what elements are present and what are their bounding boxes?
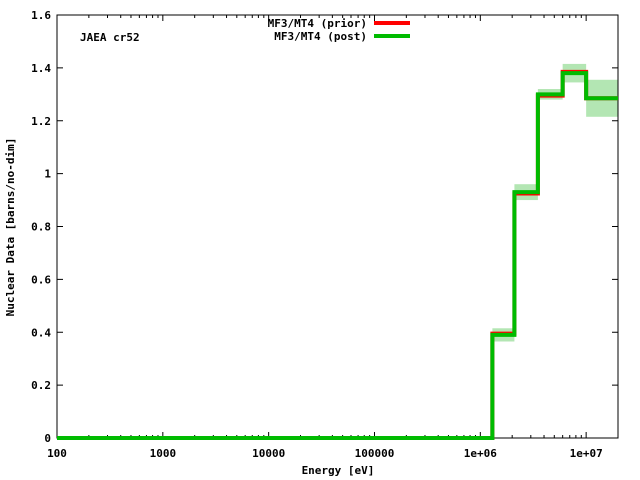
y-tick-label: 1 [44,168,51,181]
x-tick-label: 100 [47,447,67,460]
series-line-prior [57,69,618,440]
y-ticks: 0 0.2 0.4 0.6 0.8 1 1.2 1.4 1.6 [31,9,618,445]
x-tick-label: 1e+06 [464,447,497,460]
legend-label: MF3/MT4 (prior) [268,17,367,30]
y-tick-label: 1.4 [31,62,51,75]
series-lines [57,69,618,440]
x-axis-label: Energy [eV] [302,464,375,477]
y-tick-label: 1.6 [31,9,51,22]
y-tick-label: 0.6 [31,273,51,286]
plot-frame [56,14,619,439]
y-tick-label: 0.8 [31,221,51,234]
series-line-post [57,71,618,440]
x-tick-label: 10000 [252,447,285,460]
y-tick-label: 0.2 [31,379,51,392]
plot-border [56,14,619,439]
uncertainty-bands [492,63,618,342]
legend-label: MF3/MT4 (post) [274,30,367,43]
legend: MF3/MT4 (prior)MF3/MT4 (post) [268,17,410,43]
y-axis-label: Nuclear Data [barns/no-dim] [4,138,17,317]
x-tick-label: 1000 [150,447,177,460]
y-tick-label: 0.4 [31,326,51,339]
chart-annotation: JAEA cr52 [80,31,140,44]
x-ticks: 100 1000 10000 100000 1e+06 1e+07 [47,15,619,460]
y-tick-label: 0 [44,432,51,445]
x-tick-label: 100000 [355,447,395,460]
y-tick-label: 1.2 [31,115,51,128]
x-tick-label: 1e+07 [570,447,603,460]
